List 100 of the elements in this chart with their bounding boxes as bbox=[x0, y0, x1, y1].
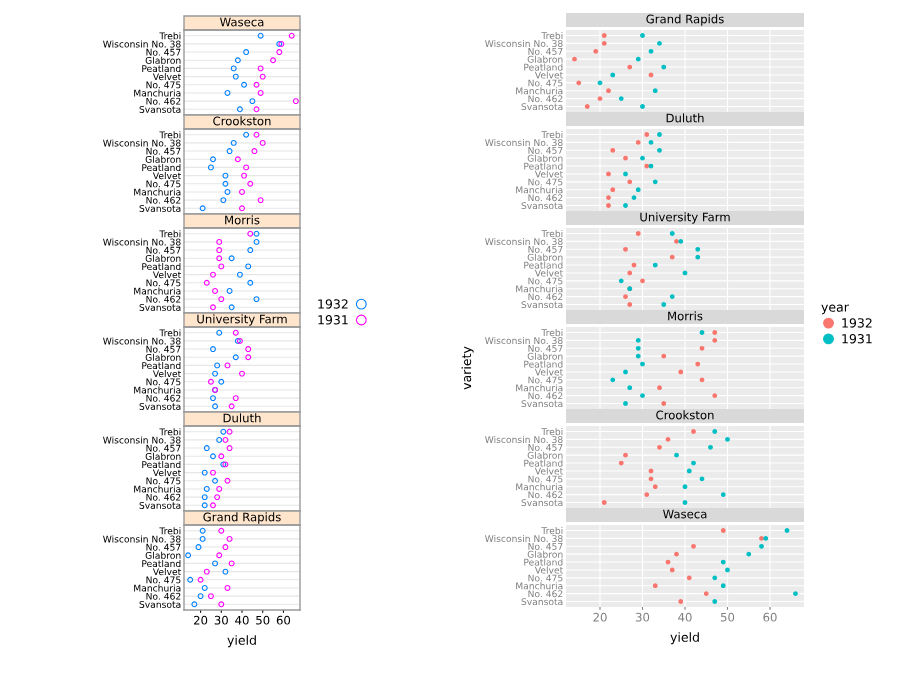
point bbox=[220, 428, 227, 435]
point bbox=[216, 329, 223, 336]
point bbox=[652, 88, 658, 94]
point bbox=[618, 460, 624, 466]
point bbox=[216, 436, 223, 443]
point bbox=[199, 535, 206, 542]
point bbox=[236, 271, 243, 278]
point bbox=[251, 148, 258, 155]
point bbox=[276, 49, 283, 56]
point bbox=[212, 370, 219, 377]
point bbox=[669, 254, 675, 260]
point bbox=[243, 131, 250, 138]
point bbox=[635, 353, 641, 359]
point bbox=[203, 445, 210, 452]
point bbox=[222, 544, 229, 551]
point bbox=[678, 369, 684, 375]
point bbox=[216, 552, 223, 559]
point bbox=[216, 238, 223, 245]
point bbox=[218, 601, 225, 608]
point bbox=[610, 377, 616, 383]
point bbox=[253, 230, 260, 237]
point bbox=[218, 453, 225, 460]
point bbox=[199, 205, 206, 212]
point bbox=[239, 370, 245, 377]
point bbox=[210, 156, 216, 163]
point bbox=[201, 469, 208, 476]
point bbox=[720, 559, 726, 565]
point bbox=[669, 567, 675, 573]
point bbox=[257, 197, 264, 204]
point bbox=[648, 48, 654, 54]
point bbox=[210, 469, 216, 476]
point bbox=[203, 279, 210, 286]
point bbox=[253, 81, 260, 88]
point bbox=[247, 247, 254, 254]
point bbox=[243, 164, 250, 171]
point bbox=[201, 584, 208, 591]
point bbox=[218, 296, 225, 303]
point bbox=[253, 238, 260, 245]
point bbox=[210, 304, 216, 311]
point bbox=[239, 188, 245, 195]
point bbox=[652, 484, 658, 490]
point bbox=[682, 484, 688, 490]
point bbox=[203, 485, 210, 492]
point bbox=[627, 179, 633, 185]
point bbox=[224, 362, 231, 369]
point bbox=[239, 205, 245, 212]
point bbox=[610, 187, 616, 193]
point bbox=[292, 98, 299, 105]
point bbox=[661, 353, 667, 359]
point bbox=[288, 32, 295, 39]
point bbox=[257, 65, 264, 72]
point bbox=[695, 254, 701, 260]
point bbox=[593, 48, 599, 54]
point bbox=[226, 287, 233, 294]
point bbox=[699, 345, 705, 351]
point bbox=[218, 378, 225, 385]
point bbox=[245, 354, 252, 361]
point bbox=[212, 287, 219, 294]
point bbox=[257, 89, 264, 96]
point bbox=[245, 346, 252, 353]
point bbox=[228, 560, 235, 567]
point bbox=[201, 494, 208, 501]
point bbox=[243, 49, 250, 56]
point bbox=[199, 527, 206, 534]
point bbox=[207, 378, 214, 385]
point bbox=[236, 106, 243, 113]
point bbox=[259, 73, 266, 80]
point bbox=[652, 262, 658, 268]
point bbox=[661, 64, 667, 70]
point bbox=[216, 247, 223, 254]
point bbox=[720, 583, 726, 589]
point bbox=[652, 583, 658, 589]
point bbox=[712, 575, 718, 581]
point bbox=[210, 502, 216, 509]
point bbox=[228, 255, 235, 262]
point bbox=[576, 80, 582, 86]
point bbox=[226, 445, 233, 452]
point bbox=[210, 395, 216, 402]
point bbox=[232, 395, 239, 402]
point bbox=[228, 304, 235, 311]
point bbox=[214, 494, 221, 501]
point bbox=[270, 57, 277, 64]
point bbox=[259, 139, 266, 146]
point bbox=[247, 279, 254, 286]
point bbox=[746, 551, 752, 557]
point bbox=[210, 271, 216, 278]
point bbox=[224, 188, 231, 195]
point bbox=[247, 180, 254, 187]
point bbox=[610, 147, 616, 153]
point bbox=[207, 164, 214, 171]
point bbox=[210, 453, 216, 460]
point bbox=[222, 568, 229, 575]
point bbox=[635, 187, 641, 193]
point bbox=[635, 345, 641, 351]
point bbox=[214, 362, 221, 369]
point bbox=[185, 552, 192, 559]
point bbox=[228, 403, 235, 410]
point bbox=[695, 246, 701, 252]
point bbox=[232, 354, 239, 361]
point bbox=[234, 57, 241, 64]
